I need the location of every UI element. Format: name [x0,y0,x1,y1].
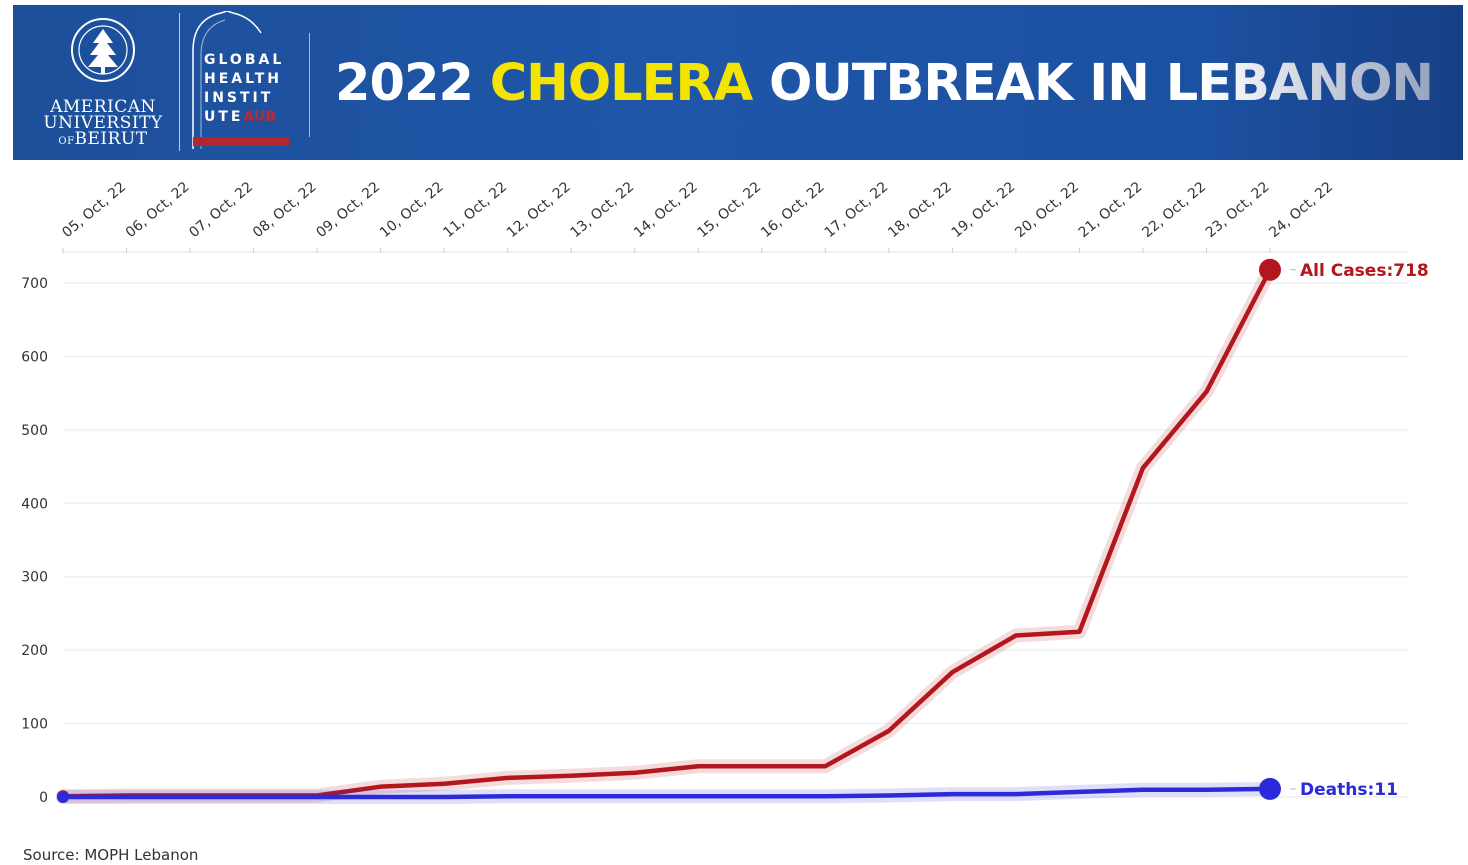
aub-logo: AMERICAN UNIVERSITY OFBEIRUT [28,13,178,153]
x-tick-label: 20, Oct, 22 [1012,179,1082,241]
y-tick-label: 500 [21,423,48,439]
logo-divider [179,13,180,151]
ghi-line3: INSTIT [204,90,274,106]
x-tick-label: 24, Oct, 22 [1266,179,1336,241]
x-tick-label: 18, Oct, 22 [885,179,955,241]
arch-icon [192,11,262,149]
y-tick-label: 700 [21,276,48,292]
y-tick-label: 300 [21,570,48,586]
x-tick-label: 23, Oct, 22 [1203,179,1273,241]
x-tick-label: 16, Oct, 22 [758,179,828,241]
ghi-line4a: UTE [204,109,244,125]
x-tick-label: 22, Oct, 22 [1139,179,1209,241]
x-tick-label: 12, Oct, 22 [504,179,574,241]
x-tick-label: 07, Oct, 22 [186,179,256,241]
page-title: 2022 CHOLERA OUTBREAK IN LEBANON [335,51,1434,117]
y-tick-label: 400 [21,496,48,512]
deaths-end-label: Deaths:11 [1300,780,1398,800]
ghi-line1: GLOBAL [204,52,285,68]
title-highlight: CHOLERA [489,54,754,113]
all-cases-line-glow [56,262,1277,804]
title-part1: 2022 [335,54,490,113]
deaths-end-point [1259,777,1281,800]
x-tick-label: 21, Oct, 22 [1076,179,1146,241]
all-cases-end-label: All Cases:718 [1300,261,1429,281]
y-tick-label: 200 [21,643,48,659]
arabic-label-strip [193,137,289,146]
x-tick-label: 14, Oct, 22 [631,179,701,241]
cedar-seal-icon [71,18,135,82]
y-tick-label: 0 [39,790,48,806]
ghi-logo: GLOBAL HEALTH INSTIT UTEAUB [191,11,301,151]
x-tick-label: 06, Oct, 22 [123,179,193,241]
ghi-line2: HEALTH [204,71,282,87]
logo-divider-2 [309,33,310,137]
x-tick-label: 19, Oct, 22 [949,179,1019,241]
aub-wordmark: AMERICAN UNIVERSITY OFBEIRUT [28,99,178,150]
all-cases-line [60,267,1273,799]
x-tick-label: 17, Oct, 22 [822,179,892,241]
deaths-start-point [57,791,69,803]
aub-line2: UNIVERSITY [43,113,163,133]
grid-layer [62,248,1408,798]
aub-line3-row: OFBEIRUT [28,131,178,150]
x-tick-label: 05, Oct, 22 [59,179,129,241]
y-tick-label: 100 [21,717,48,733]
y-tick-labels: 0 100 200 300 400 500 600 700 [21,276,48,806]
ghi-line4b: AUB [243,109,276,125]
source-note: Source: MOPH Lebanon [23,846,199,864]
aub-line1: AMERICAN [50,97,156,117]
x-tick-label: 11, Oct, 22 [440,179,510,241]
series-layer [56,258,1281,804]
all-cases-end-point [1259,258,1281,281]
aub-line3: BEIRUT [74,129,148,149]
header-banner: AMERICAN UNIVERSITY OFBEIRUT GLOBAL HEAL… [13,5,1463,160]
deaths-line [60,786,1273,800]
x-tick-label: 08, Oct, 22 [250,179,320,241]
x-tick-label: 13, Oct, 22 [567,179,637,241]
aub-of: OF [58,136,75,147]
ghi-line4: UTEAUB [204,108,304,127]
x-tick-label: 10, Oct, 22 [377,179,447,241]
y-tick-label: 600 [21,349,48,365]
title-part2: OUTBREAK IN LEBANON [752,54,1434,113]
series-end-labels: All Cases:718 Deaths:11 [1290,261,1429,800]
ghi-wordmark: GLOBAL HEALTH INSTIT UTEAUB [204,51,304,127]
x-tick-label: 09, Oct, 22 [313,179,383,241]
x-tick-label: 15, Oct, 22 [695,179,765,241]
